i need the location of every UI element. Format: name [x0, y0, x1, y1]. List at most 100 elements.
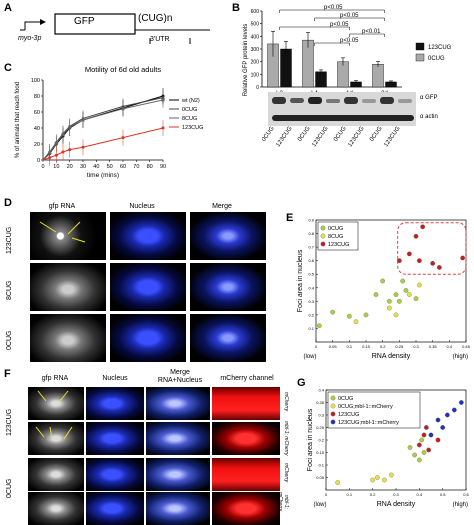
e-y-tick-label: 0.5 [308, 272, 314, 277]
e-x-tick-label: 0.15 [362, 344, 371, 349]
f-micrograph-mcherry [212, 492, 280, 525]
blot-lane-label: 0CUG [297, 126, 312, 143]
e-ylabel: Foci area in nucleus [297, 249, 304, 312]
e-x-high-label: (high) [453, 354, 468, 360]
c-point [68, 148, 72, 152]
c-y-tick-label: 100 [31, 78, 40, 84]
e-x-tick-label: 0.25 [395, 344, 404, 349]
d-arrow [39, 221, 57, 233]
e-plot-frame [315, 219, 467, 343]
c-x-tick-label: 40 [93, 164, 99, 170]
c-x-tick-label: 10 [53, 164, 59, 170]
e-x-tick-label: 0.35 [429, 344, 438, 349]
b-legend-swatch [415, 42, 425, 51]
f-micrograph-merge [146, 492, 210, 525]
e-point [413, 296, 419, 301]
e-point [346, 313, 352, 319]
c-point [54, 141, 58, 145]
g-y-tick-label: 0.25 [316, 425, 325, 430]
c-x-tick-label: 30 [80, 164, 86, 170]
b-y-tick-label: 500 [251, 22, 260, 28]
g-legend-box [327, 391, 421, 429]
b-y-tick-label: 400 [251, 34, 260, 40]
b-y-tick-label: 300 [251, 47, 260, 53]
c-point [121, 107, 125, 111]
c-legend-label: 0CUG [182, 107, 197, 113]
panel-g-scatter: 0.05 0.1 0.15 0.2 0.25 0.3 0.35 0.4 0 0.1 0.2 0.3 0.… [307, 388, 470, 509]
g-legend-swatch [330, 395, 336, 401]
f-micrograph-gfp [28, 492, 84, 525]
c-ylabel: % of animals that reach food [15, 82, 21, 158]
pvalue-3: p<0.05 [330, 22, 349, 28]
g-legend-label: 0CUG [338, 396, 353, 402]
g-x-high-label: (high) [453, 502, 468, 508]
blot-lane-label: 123CUG [383, 126, 401, 148]
g-y-tick-label: 0.3 [318, 413, 324, 418]
c-title: Motility of 6d old adults [85, 65, 162, 74]
e-x-tick-label: 0.4 [447, 344, 453, 349]
panel-label-a: A [4, 2, 12, 14]
c-xlabel: time (mins) [87, 172, 119, 179]
f-micrograph-nuc [86, 387, 144, 420]
panel-label-f: F [4, 368, 11, 380]
blot-lane-labels: 0CUG 123CUG 0CUG 123CUG 0CUG 123CUG 0CUG 123CUG [262, 126, 402, 148]
e-x-low-label: (low) [304, 354, 317, 360]
c-x-tick-label: 0 [41, 164, 44, 170]
b-legend-label: 0CUG [428, 56, 445, 62]
g-x-tick-label: 0.6 [463, 492, 469, 497]
panel-label-g: G [297, 377, 306, 389]
g-x-tick-label: 0.3 [393, 492, 399, 497]
g-point [426, 447, 432, 453]
f-side-label-3: mCherry [283, 463, 289, 483]
e-y-tick-label: 0.2 [308, 312, 314, 317]
blot-lane-label: 123CUG [275, 126, 293, 148]
d-micrograph-nuc [110, 314, 186, 362]
f-side-label-4: mbl-1; mCherry [277, 492, 289, 512]
panel-b-ylabel: Relative GFP protein levels [243, 24, 249, 97]
c-point [54, 153, 58, 157]
f-side-label-1: mCherry [283, 392, 289, 412]
e-point [420, 224, 426, 230]
b-significance-bracket [279, 26, 350, 30]
g-point [451, 407, 457, 413]
blot-label-gfp: α GFP [420, 95, 438, 101]
d-micrograph-gfp [30, 212, 106, 260]
f-micrograph-gfp [28, 458, 84, 491]
f-micrograph-merge [146, 387, 210, 420]
e-point [403, 288, 409, 293]
e-x-tick-label: 0.05 [329, 344, 338, 349]
g-point [370, 477, 376, 483]
e-y-tick-label: 0.8 [308, 231, 314, 236]
d-col-header-gfp: gfp RNA [48, 203, 76, 210]
repeat-label: (CUG)n [138, 13, 173, 24]
blot-lane-label: 123CUG [347, 126, 365, 148]
c-series-line [42, 99, 164, 161]
f-col-header-nucleus: Nucleus [102, 375, 128, 382]
b-significance-bracket [279, 9, 385, 13]
utr-label: 3'UTR [150, 36, 170, 43]
c-series-line [42, 127, 164, 161]
e-point [416, 258, 422, 264]
c-point [48, 156, 52, 160]
d-micrograph-merge [190, 314, 266, 362]
g-legend-swatch [330, 419, 336, 425]
g-point [428, 432, 434, 438]
b-significance-bracket [349, 33, 385, 37]
e-point [330, 309, 336, 315]
g-point [412, 452, 418, 458]
d-row-label-8cug: 8CUG [6, 280, 13, 300]
pvalue-4: p<0.01 [362, 29, 381, 35]
g-y-tick-label: 0.15 [316, 450, 325, 455]
panel-c-line-chart: Motility of 6d old adults 0 20 40 60 80 100 0 10… [15, 65, 203, 179]
d-micrograph-merge [190, 263, 266, 311]
c-y-tick-label: 80 [34, 94, 40, 100]
f-micrograph-mcherry [212, 387, 280, 420]
e-point [396, 258, 402, 264]
e-point [413, 233, 419, 239]
e-legend-label: 8CUG [328, 234, 343, 240]
d-row-label-123cug: 123CUG [6, 226, 13, 254]
c-point [61, 150, 65, 154]
e-x-tick-label: 0.1 [347, 344, 353, 349]
c-point [81, 145, 85, 149]
c-x-tick-label: 60 [120, 164, 126, 170]
